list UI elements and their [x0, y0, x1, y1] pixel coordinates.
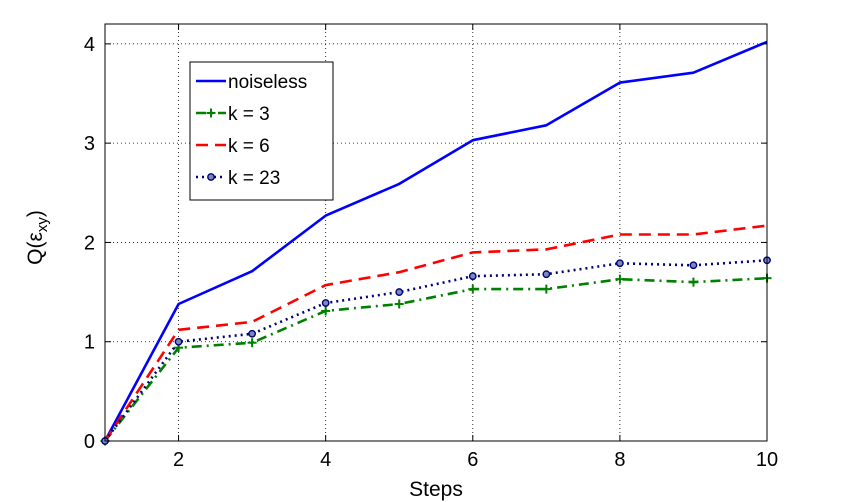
y-axis-label-subscript: xy	[34, 217, 51, 233]
y-tick-label: 2	[84, 232, 95, 254]
data-point	[395, 288, 404, 296]
y-tick-label: 3	[84, 133, 95, 155]
series-line	[103, 224, 768, 442]
y-tick-label: 4	[84, 34, 95, 56]
plot-frame	[104, 23, 768, 442]
series-1	[103, 40, 768, 442]
y-tick-label: 1	[84, 332, 95, 354]
legend-marker	[207, 173, 215, 181]
legend-label: k = 23	[228, 168, 280, 189]
series-3	[103, 224, 768, 442]
data-point	[689, 261, 698, 270]
y-tick-label: 0	[84, 431, 95, 453]
y-axis-label-main: Q(	[24, 242, 47, 265]
x-tick-label: 2	[173, 449, 184, 471]
x-axis-label: Steps	[409, 478, 463, 501]
y-axis-label-symbol: ε	[24, 232, 47, 241]
x-tick-label: 4	[320, 449, 331, 471]
x-tick-label: 6	[467, 449, 478, 471]
data-point	[321, 299, 330, 307]
x-tick-label: 8	[614, 449, 625, 471]
data-point	[542, 270, 551, 279]
y-axis-label: Q(εxy)	[24, 210, 51, 265]
legend-label: noiseless	[228, 72, 307, 93]
x-tick-label: 10	[756, 449, 778, 471]
ticks: 2 4 6 8 10 0 1 2 3 4	[84, 24, 778, 471]
data-point	[615, 259, 624, 268]
series-line	[103, 276, 768, 442]
data-point	[248, 329, 257, 338]
data-point	[174, 337, 183, 346]
legend-label: k = 6	[228, 136, 270, 157]
data-point	[468, 272, 477, 281]
series-line	[103, 40, 768, 442]
y-axis-label-close: )	[24, 210, 47, 217]
legend: noiseless k = 3 k = 6 k = 23	[189, 61, 334, 201]
legend-label: k = 3	[228, 104, 270, 125]
